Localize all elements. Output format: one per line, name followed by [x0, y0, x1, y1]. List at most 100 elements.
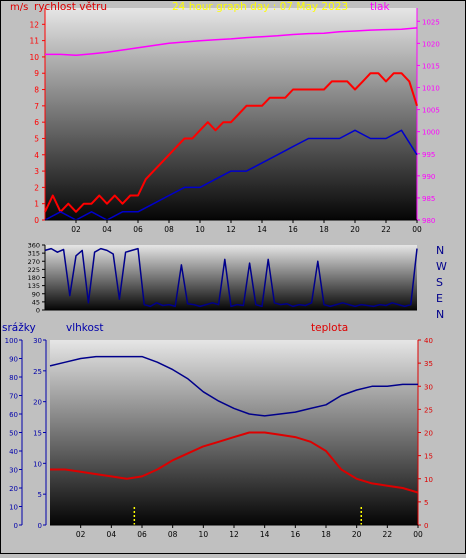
direction-plot-area — [45, 245, 417, 310]
pressure-ytick-label: 1020 — [422, 40, 440, 48]
humidity-time-tick-label: 20 — [352, 530, 362, 539]
wind-time-tick-label: 10 — [195, 225, 205, 234]
humidity-temperature-plot-area — [50, 340, 418, 525]
temperature-series — [50, 431, 419, 494]
temperature-ytick-label: 5 — [424, 499, 428, 507]
wind-time-tick-label: 14 — [257, 225, 267, 234]
humidity-series — [49, 355, 418, 417]
humidity-label: vlhkost — [66, 322, 104, 334]
direction-ytick-label: 270 — [28, 258, 40, 266]
direction-ytick-label: 180 — [28, 274, 40, 282]
compass-label: E — [436, 292, 443, 305]
rain-label: srážky — [2, 322, 36, 334]
humidity-temperature-chart: 0 10 20 30 40 50 60 70 80 90 10 00 5 10 15 20 25 30 0 5 10 15… — [5, 337, 433, 539]
pressure-ytick-label: 980 — [422, 217, 435, 225]
humidity-ytick-label: 10 — [33, 460, 42, 468]
humidity-time-tick-label: 10 — [199, 530, 209, 539]
temperature-ytick-label: 20 — [424, 430, 433, 438]
wind-time-tick-label: 06 — [133, 225, 143, 234]
wind-time-tick-label: 04 — [102, 225, 112, 234]
wind-time-tick-label: 12 — [226, 225, 236, 234]
pressure-ytick-label: 1005 — [422, 107, 440, 115]
rain-ytick-label: 30 — [9, 467, 18, 475]
wind-ytick-label: 6 — [34, 118, 39, 127]
temperature-ytick-label: 40 — [424, 337, 433, 345]
humidity-time-tick-label: 08 — [168, 530, 178, 539]
rain-ytick-label: 60 — [9, 411, 18, 419]
rain-ytick-label: 50 — [9, 430, 18, 438]
wind-pressure-plot-area — [45, 8, 417, 220]
wind-direction-series — [44, 247, 418, 308]
compass-label: N — [436, 308, 444, 321]
temperature-label: teplota — [311, 322, 348, 334]
wind-ytick-label: 12 — [29, 20, 39, 29]
humidity-time-tick-label: 14 — [260, 530, 270, 539]
wind-time-tick-label: 22 — [381, 225, 391, 234]
wind-time-tick-label: 16 — [288, 225, 298, 234]
direction-ytick-label: 225 — [28, 266, 40, 274]
humidity-time-tick-label: 06 — [137, 530, 147, 539]
humidity-ytick-label: 5 — [38, 491, 42, 499]
pressure-ytick-label: 985 — [422, 195, 435, 203]
rain-ytick-label: 40 — [9, 448, 18, 456]
wind-time-tick-label: 20 — [350, 225, 360, 234]
wind-speed-series — [44, 72, 418, 213]
direction-ytick-label: 45 — [32, 298, 40, 306]
rain-ytick-label: 80 — [9, 374, 18, 382]
humidity-time-tick-label: 12 — [229, 530, 239, 539]
humidity-ytick-label: 0 — [38, 522, 42, 530]
wind-ytick-label: 8 — [34, 86, 39, 95]
direction-ytick-label: 315 — [28, 250, 40, 258]
temperature-ytick-label: 25 — [424, 406, 433, 414]
humidity-ytick-label: 20 — [33, 399, 42, 407]
wind-time-tick-label: 08 — [164, 225, 174, 234]
wind-ytick-label: 2 — [34, 183, 39, 192]
humidity-time-tick-label: 16 — [291, 530, 301, 539]
temperature-ytick-label: 30 — [424, 383, 433, 391]
wind-ytick-label: 4 — [34, 151, 39, 160]
rain-ytick-label: 90 — [9, 356, 18, 364]
rain-ytick-label: 20 — [9, 485, 18, 493]
wind-time-tick-label: 00 — [412, 225, 422, 234]
wind-ytick-label: 7 — [34, 102, 39, 111]
pressure-ytick-label: 1000 — [422, 129, 440, 137]
humidity-time-tick-label: 04 — [107, 530, 117, 539]
pressure-ytick-label: 1015 — [422, 62, 440, 70]
humidity-ytick-label: 25 — [33, 368, 42, 376]
rain-ytick-label: 100 — [5, 337, 18, 345]
pressure-ytick-label: 1025 — [422, 18, 440, 26]
wind-time-tick-label: 18 — [319, 225, 329, 234]
compass-label: W — [436, 260, 447, 273]
wind-pressure-chart: 0123456789101112980985990995100010051010… — [29, 8, 440, 234]
humidity-time-tick-label: 02 — [76, 530, 86, 539]
wind-ytick-label: 3 — [34, 167, 39, 176]
direction-ytick-label: 135 — [28, 282, 40, 290]
pressure-ytick-label: 990 — [422, 173, 435, 181]
humidity-time-tick-label: 18 — [321, 530, 331, 539]
temperature-ytick-label: 10 — [424, 476, 433, 484]
wind-time-tick-label: 02 — [71, 225, 81, 234]
temperature-ytick-label: 15 — [424, 453, 433, 461]
wind-ytick-label: 1 — [34, 200, 39, 209]
pressure-label: tlak — [370, 1, 390, 13]
direction-ytick-label: 90 — [32, 290, 40, 298]
wind-speed-label: rychlost větru — [34, 1, 107, 13]
direction-ytick-label: 360 — [28, 242, 40, 250]
compass-label: S — [436, 276, 443, 289]
humidity-ytick-label: 15 — [33, 430, 42, 438]
humidity-ytick-label: 30 — [33, 337, 42, 345]
pressure-series — [45, 27, 418, 57]
wind-ytick-label: 0 — [34, 216, 39, 225]
rain-ytick-label: 70 — [9, 393, 18, 401]
humidity-time-tick-label: 00 — [413, 530, 423, 539]
rain-ytick-label: 10 — [9, 504, 18, 512]
wind-ytick-label: 11 — [29, 37, 39, 46]
temperature-ytick-label: 35 — [424, 360, 433, 368]
rain-ytick-label: 0 — [14, 522, 18, 530]
compass-label: N — [436, 244, 444, 257]
unit-label-left: m/s — [10, 2, 28, 13]
pressure-ytick-label: 1010 — [422, 85, 440, 93]
